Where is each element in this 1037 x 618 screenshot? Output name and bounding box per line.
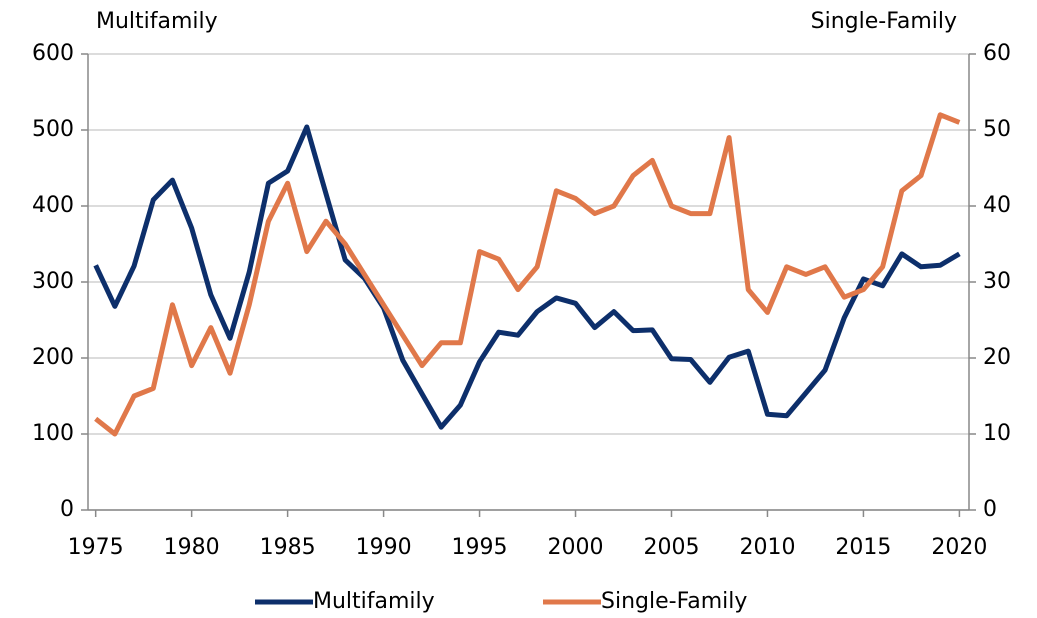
y2-tick-label: 50 [983,117,1011,142]
y-tick-label: 600 [32,41,74,66]
x-tick-label: 1975 [68,535,124,560]
y2-axis-title: Single-Family [811,9,957,34]
x-tick-label: 2015 [835,535,891,560]
y2-tick-label: 40 [983,193,1011,218]
y-tick-label: 100 [32,421,74,446]
x-tick-label: 2005 [643,535,699,560]
y-tick-label: 400 [32,193,74,218]
y2-tick-label: 20 [983,345,1011,370]
y-tick-label: 0 [60,497,74,522]
y-tick-label: 300 [32,269,74,294]
y2-tick-label: 0 [983,497,997,522]
x-tick-label: 1995 [452,535,508,560]
legend-label: Single-Family [601,589,747,614]
y-axis-title: Multifamily [96,9,218,34]
x-tick-label: 2020 [931,535,987,560]
y2-tick-label: 30 [983,269,1011,294]
y-tick-label: 200 [32,345,74,370]
x-tick-label: 1990 [356,535,412,560]
y2-tick-label: 10 [983,421,1011,446]
data-line [94,112,961,437]
data-line [93,124,961,430]
y2-tick-label: 60 [983,41,1011,66]
x-tick-label: 2000 [548,535,604,560]
x-tick-label: 2010 [739,535,795,560]
legend-label: Multifamily [313,589,435,614]
y-tick-label: 500 [32,117,74,142]
x-tick-label: 1980 [164,535,220,560]
x-tick-label: 1985 [260,535,316,560]
